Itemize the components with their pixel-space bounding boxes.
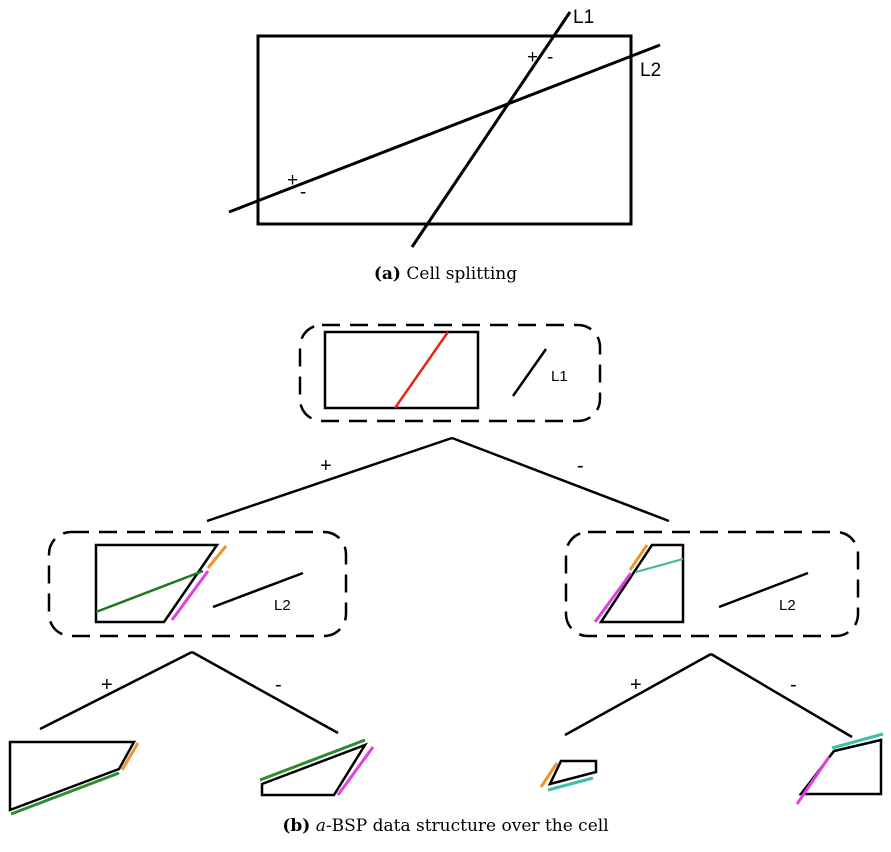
caption-a-text: Cell splitting [406, 264, 518, 284]
left-child-line-sample [212, 571, 304, 609]
right-child-node: L2 [564, 530, 860, 638]
l2-plus-sign: + [287, 170, 298, 191]
root-edge-minus-label: - [577, 455, 584, 477]
left-child-edge-minus-label: - [275, 674, 282, 696]
right-child-frame [564, 530, 860, 638]
leaf-right-minus-teal-edge [831, 732, 884, 750]
right-child-line-label: L2 [779, 597, 796, 614]
panel-b-bsp-tree: L1 + - L2 L2 + - [8, 323, 884, 816]
root-edge-plus-label: + [320, 455, 332, 477]
left-child-split-line [95, 569, 204, 614]
caption-b: (b) a-BSP data structure over the cell [0, 816, 891, 836]
root-edge-plus [206, 436, 453, 523]
caption-b-italic: a [315, 816, 326, 836]
left-child-line-label: L2 [274, 597, 291, 614]
leaf-right-plus [539, 759, 598, 792]
line-l1-label: L1 [573, 7, 594, 28]
panel-a-cell-splitting: L1 L2 + - + - [228, 7, 661, 248]
l1-minus-sign: - [547, 47, 553, 68]
right-child-edge-plus [564, 652, 712, 737]
root-line-sample [511, 348, 548, 397]
left-child-cell [94, 543, 220, 624]
caption-a-tag: (a) [373, 264, 401, 284]
right-child-magenta-edge [593, 572, 633, 623]
line-l2-label: L2 [640, 60, 661, 81]
leaf-right-plus-teal-edge [547, 776, 594, 792]
l1-plus-sign: + [527, 47, 538, 68]
left-child-edge-plus-label: + [101, 674, 113, 696]
left-child-magenta-edge [170, 570, 210, 621]
caption-b-tag: (b) [282, 816, 311, 836]
leaf-right-plus-cell [547, 759, 598, 786]
left-child-node: L2 [47, 530, 348, 638]
right-child-edge-minus [710, 652, 853, 739]
leaf-left-minus-magenta-edge [336, 746, 375, 796]
leaf-left-minus-green-edge [259, 738, 366, 782]
leaf-left-plus-green-edge [10, 771, 120, 816]
caption-b-text: -BSP data structure over the cell [325, 816, 609, 836]
caption-a: (a) Cell splitting [0, 264, 891, 284]
leaf-left-plus [8, 740, 140, 816]
right-child-line-sample [718, 571, 809, 609]
right-child-edge-plus-label: + [630, 674, 642, 696]
right-child-orange-edge [628, 544, 649, 571]
leaf-right-plus-orange-edge [539, 762, 559, 788]
root-split-line [393, 331, 450, 409]
left-child-edge-plus [39, 650, 193, 731]
left-child-frame [47, 530, 348, 638]
l2-minus-sign: - [300, 182, 306, 203]
right-child-split-line [635, 558, 684, 573]
line-l1 [410, 11, 572, 248]
leaf-left-plus-cell [8, 740, 137, 812]
root-line-label: L1 [551, 368, 568, 385]
leaf-right-minus-magenta-edge [795, 756, 831, 805]
leaf-left-minus [259, 738, 375, 797]
line-l2 [228, 43, 661, 214]
root-edge-minus [451, 436, 670, 523]
leaf-right-minus-cell [798, 738, 883, 796]
cell-rectangle [256, 34, 633, 226]
left-child-orange-edge [206, 545, 228, 569]
root-node-frame [298, 323, 602, 423]
leaf-left-minus-cell [260, 742, 369, 797]
root-node: L1 [298, 323, 602, 423]
leaf-right-minus [795, 732, 884, 805]
right-child-edge-minus-label: - [790, 674, 797, 696]
right-child-cell [598, 543, 685, 624]
leaf-left-plus-orange-edge [120, 742, 140, 771]
left-child-edge-minus [191, 650, 339, 735]
root-cell [323, 330, 480, 410]
